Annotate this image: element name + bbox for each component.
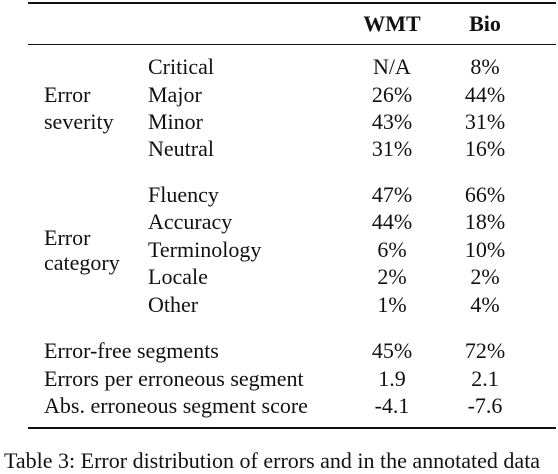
top-rule xyxy=(28,2,556,4)
row-bio-value: 8% xyxy=(470,54,500,79)
row-bio-value: 66% xyxy=(464,182,506,207)
group-label-category-line2: category xyxy=(44,250,120,275)
header-rule xyxy=(28,44,556,45)
group-label-category-line1: Error xyxy=(44,225,91,250)
row-wmt-value: 2% xyxy=(377,264,407,289)
summary-bio-value: 72% xyxy=(464,338,506,363)
row-label: Neutral xyxy=(148,136,214,161)
summary-label: Error-free segments xyxy=(44,338,219,363)
group-label-severity-line2: severity xyxy=(44,109,114,134)
row-wmt-value: 31% xyxy=(371,136,413,161)
row-wmt-value: 26% xyxy=(371,82,413,107)
summary-wmt-value: -4.1 xyxy=(374,393,410,418)
row-bio-value: 16% xyxy=(464,136,506,161)
table-caption: Table 3: Error distribution of errors an… xyxy=(4,448,541,473)
summary-label: Errors per erroneous segment xyxy=(44,366,304,391)
row-bio-value: 18% xyxy=(464,209,506,234)
summary-label: Abs. erroneous segment score xyxy=(44,393,308,418)
row-wmt-value: 44% xyxy=(371,209,413,234)
row-wmt-value: 6% xyxy=(377,237,407,262)
bottom-rule xyxy=(28,427,556,429)
row-bio-value: 44% xyxy=(464,82,506,107)
row-bio-value: 10% xyxy=(464,237,506,262)
row-label: Critical xyxy=(148,54,214,79)
row-label: Other xyxy=(148,292,199,317)
header-bio: Bio xyxy=(469,11,501,36)
row-bio-value: 31% xyxy=(464,109,506,134)
header-wmt: WMT xyxy=(363,11,421,36)
row-wmt-value: 1% xyxy=(377,292,407,317)
summary-wmt-value: 1.9 xyxy=(378,366,406,391)
row-label: Major xyxy=(148,82,202,107)
row-label: Minor xyxy=(148,109,203,134)
summary-bio-value: 2.1 xyxy=(471,366,499,391)
summary-wmt-value: 45% xyxy=(371,338,413,363)
row-label: Terminology xyxy=(148,237,262,262)
row-bio-value: 4% xyxy=(470,292,500,317)
row-wmt-value: N/A xyxy=(373,54,411,79)
row-bio-value: 2% xyxy=(470,264,500,289)
row-wmt-value: 43% xyxy=(371,109,413,134)
summary-bio-value: -7.6 xyxy=(467,393,503,418)
row-label: Locale xyxy=(148,264,208,289)
row-wmt-value: 47% xyxy=(371,182,413,207)
row-label: Fluency xyxy=(148,182,219,207)
row-label: Accuracy xyxy=(148,209,233,234)
group-label-severity-line1: Error xyxy=(44,82,91,107)
